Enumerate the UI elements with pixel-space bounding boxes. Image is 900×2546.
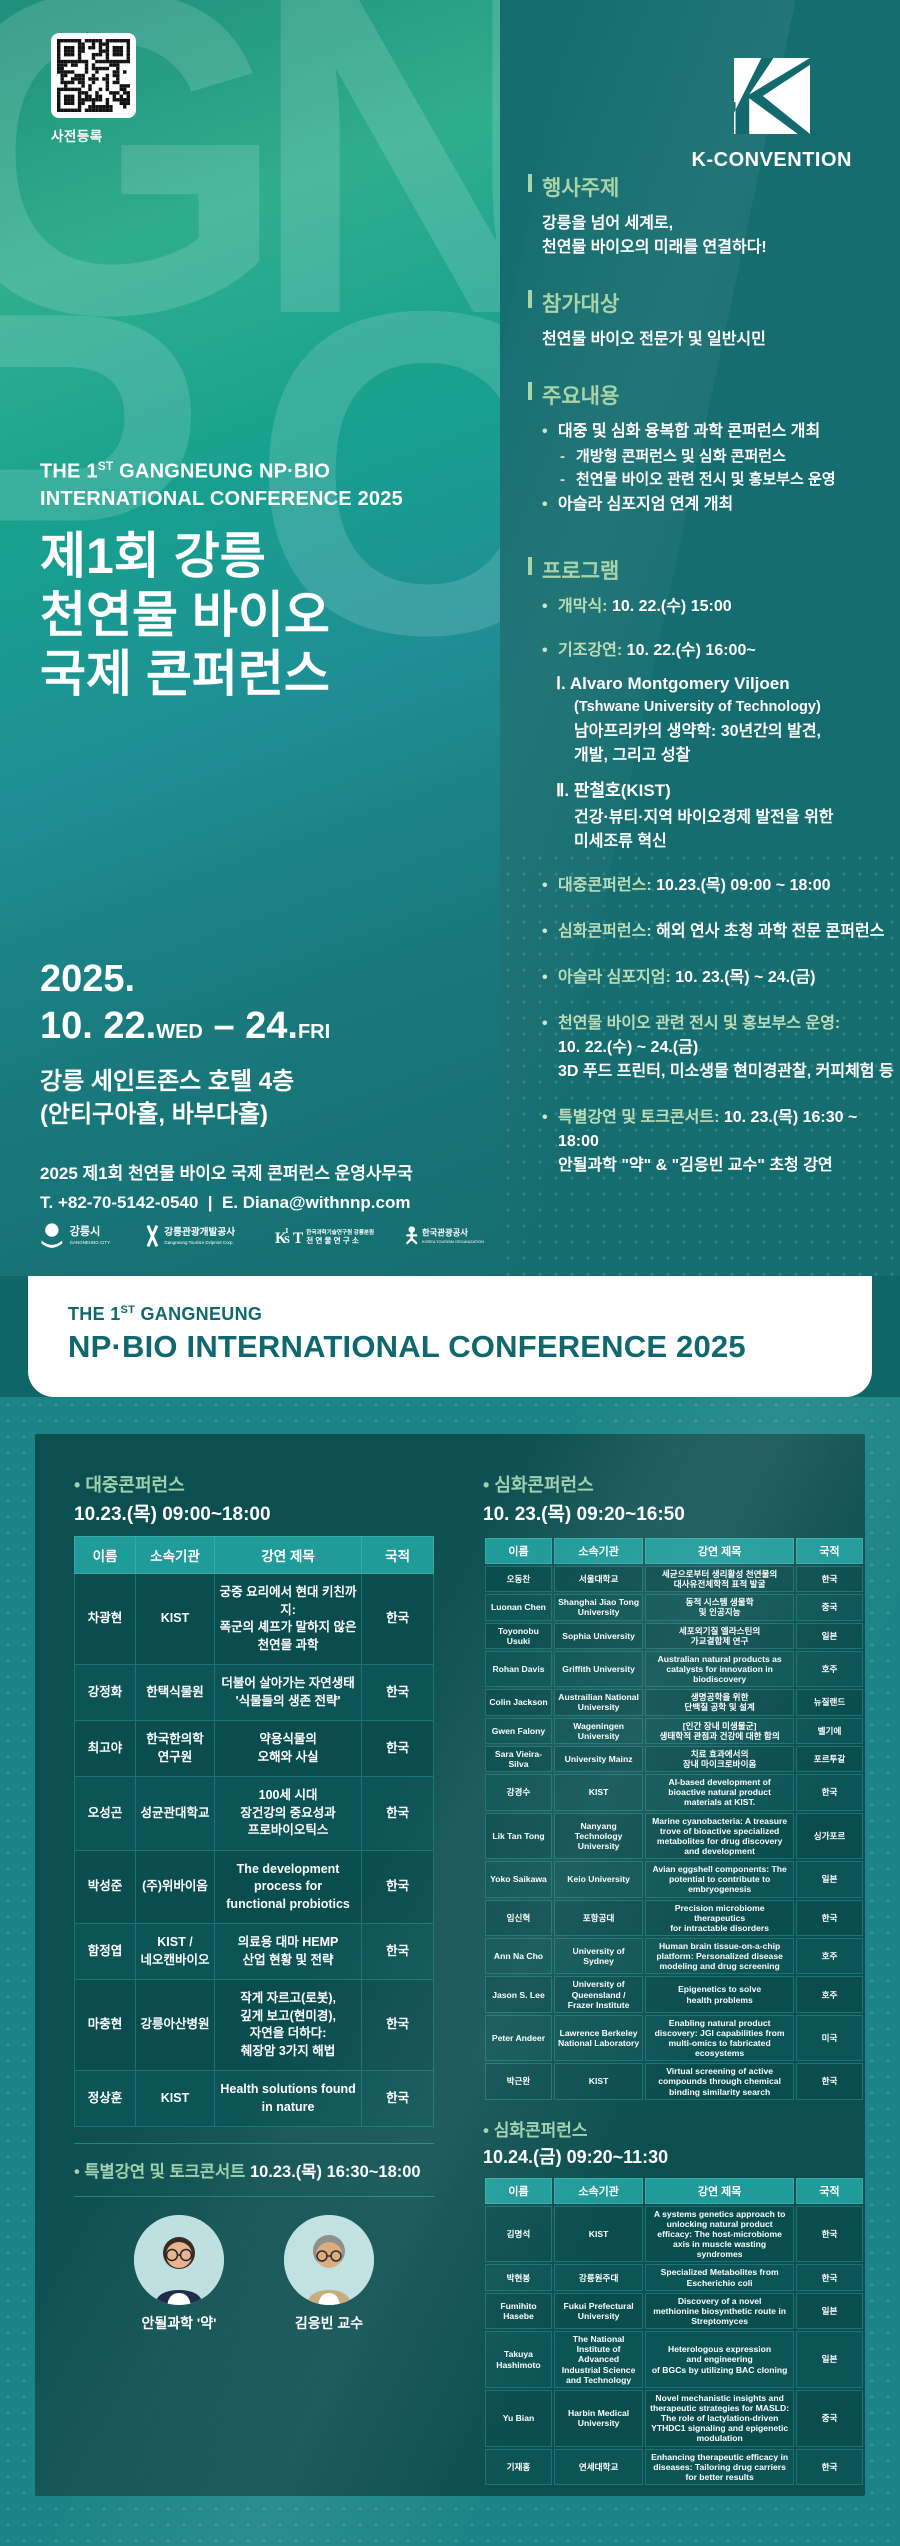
svg-text:I: I — [285, 1226, 288, 1235]
svg-text:한국과학기술연구원 강릉분원: 한국과학기술연구원 강릉분원 — [306, 1227, 374, 1235]
svg-text:천 연 물 연 구 소: 천 연 물 연 구 소 — [306, 1234, 359, 1244]
svg-text:강릉관광개발공사: 강릉관광개발공사 — [165, 1226, 236, 1238]
svg-text:한국관광공사: 한국관광공사 — [422, 1227, 468, 1237]
svg-text:KOREA TOURISM ORGANIZATION: KOREA TOURISM ORGANIZATION — [422, 1240, 484, 1244]
svg-text:Gangneung Tourism Dvlpmnt Corp: Gangneung Tourism Dvlpmnt Corp. — [165, 1240, 234, 1245]
svg-text:T: T — [293, 1229, 303, 1246]
svg-text:S: S — [284, 1234, 290, 1245]
svg-text:강릉시: 강릉시 — [70, 1224, 101, 1238]
svg-text:GANGNEUNG CITY: GANGNEUNG CITY — [70, 1240, 110, 1245]
